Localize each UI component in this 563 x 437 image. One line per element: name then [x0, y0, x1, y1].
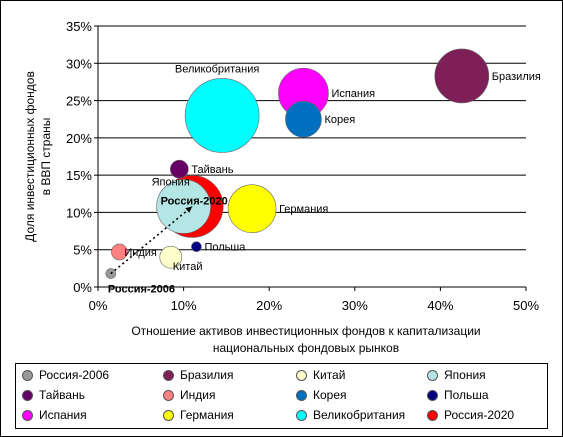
legend: Россия-2006 Бразилия Китай Япония Тайвань Инд… [15, 363, 548, 429]
bubble-label: Корея [324, 114, 355, 126]
bubble-label: Великобритания [175, 63, 260, 75]
legend-marker [163, 369, 174, 381]
legend-label: Тайвань [39, 388, 85, 402]
legend-marker [427, 369, 438, 381]
legend-item: Корея [296, 386, 347, 404]
y-axis-title: в ВВП страны [39, 118, 53, 196]
bubble-label: Польша [204, 242, 246, 254]
axes: 0% 5% 10% 15% 20% 25% 30% 35% 0% 10% 20% 30% 40% 50% [66, 19, 539, 313]
bubble-label: Тайвань [191, 164, 233, 176]
bubble-label: Германия [279, 204, 328, 216]
legend-marker [22, 369, 33, 381]
y-tick-label: 15% [66, 168, 92, 183]
legend-marker [427, 409, 438, 421]
legend-item: Испания [22, 406, 87, 424]
y-tick-label: 30% [66, 56, 92, 71]
growth-arrow-head [185, 206, 193, 213]
bubble-label: Япония [152, 176, 190, 188]
legend-item: Япония [427, 366, 486, 384]
bubble [111, 243, 128, 261]
bubble [184, 78, 260, 153]
bubble-label: Индия [124, 247, 157, 259]
bubble [434, 48, 490, 104]
legend-marker [296, 389, 307, 401]
y-tick-label: 25% [66, 94, 92, 109]
legend-marker [22, 389, 33, 401]
y-tick-label: 0% [73, 280, 92, 295]
legend-marker [22, 409, 33, 421]
bubble-label: Россия-2006 [108, 284, 175, 296]
legend-marker [427, 389, 438, 401]
bubble [285, 100, 322, 138]
legend-item: Индия [163, 386, 215, 404]
bubbles [105, 48, 490, 279]
legend-item: Китай [296, 366, 345, 384]
legend-item: Бразилия [163, 366, 234, 384]
legend-label: Великобритания [313, 408, 406, 422]
legend-label: Россия-2006 [39, 368, 110, 382]
legend-item: Тайвань [22, 386, 85, 404]
x-tick-label: 40% [427, 298, 453, 313]
legend-label: Испания [39, 408, 87, 422]
legend-item: Россия-2020 [427, 406, 514, 424]
legend-label: Германия [180, 408, 234, 422]
legend-label: Китай [313, 368, 346, 382]
bubble-label: Испания [331, 88, 375, 100]
legend-item: Россия-2006 [22, 366, 109, 384]
bubble-label: Китай [173, 261, 203, 273]
legend-label: Польша [444, 388, 489, 402]
legend-marker [296, 369, 307, 381]
x-axis-title: Отношение активов инвестиционных фондов … [131, 324, 480, 338]
bubble-label: Россия-2020 [161, 195, 228, 207]
bubble [159, 245, 183, 269]
legend-label: Корея [313, 388, 347, 402]
legend-label: Индия [180, 388, 216, 402]
bubble [191, 241, 202, 253]
legend-item: Великобритания [296, 406, 405, 424]
y-tick-label: 10% [66, 205, 92, 220]
bubble [156, 179, 211, 234]
legend-label: Япония [444, 368, 486, 382]
legend-marker [163, 389, 174, 401]
bubble [170, 159, 189, 179]
axis-titles: Отношение активов инвестиционных фондов … [23, 71, 481, 355]
legend-item: Польша [427, 386, 489, 404]
legend-item: Германия [163, 406, 234, 424]
x-tick-label: 0% [89, 298, 108, 313]
legend-label: Бразилия [180, 368, 234, 382]
y-tick-label: 35% [66, 19, 92, 34]
y-tick-label: 5% [73, 243, 92, 258]
bubble-label: Бразилия [492, 71, 541, 83]
legend-marker [296, 409, 307, 421]
x-tick-label: 20% [256, 298, 282, 313]
x-tick-label: 50% [513, 298, 539, 313]
bubble-chart: 0%5%10%15%20%25%30%35%0% 10% 20% 30% 40% 50% … [23, 19, 541, 355]
x-tick-label: 10% [171, 298, 197, 313]
y-axis-title: Доля инвестиционных фондов [23, 71, 37, 242]
x-tick-label: 30% [342, 298, 368, 313]
x-axis-title: национальных фондовых рынков [213, 341, 399, 355]
y-tick-label: 20% [66, 131, 92, 146]
legend-label: Россия-2020 [444, 408, 515, 422]
legend-marker [163, 409, 174, 421]
bubble [227, 184, 277, 233]
